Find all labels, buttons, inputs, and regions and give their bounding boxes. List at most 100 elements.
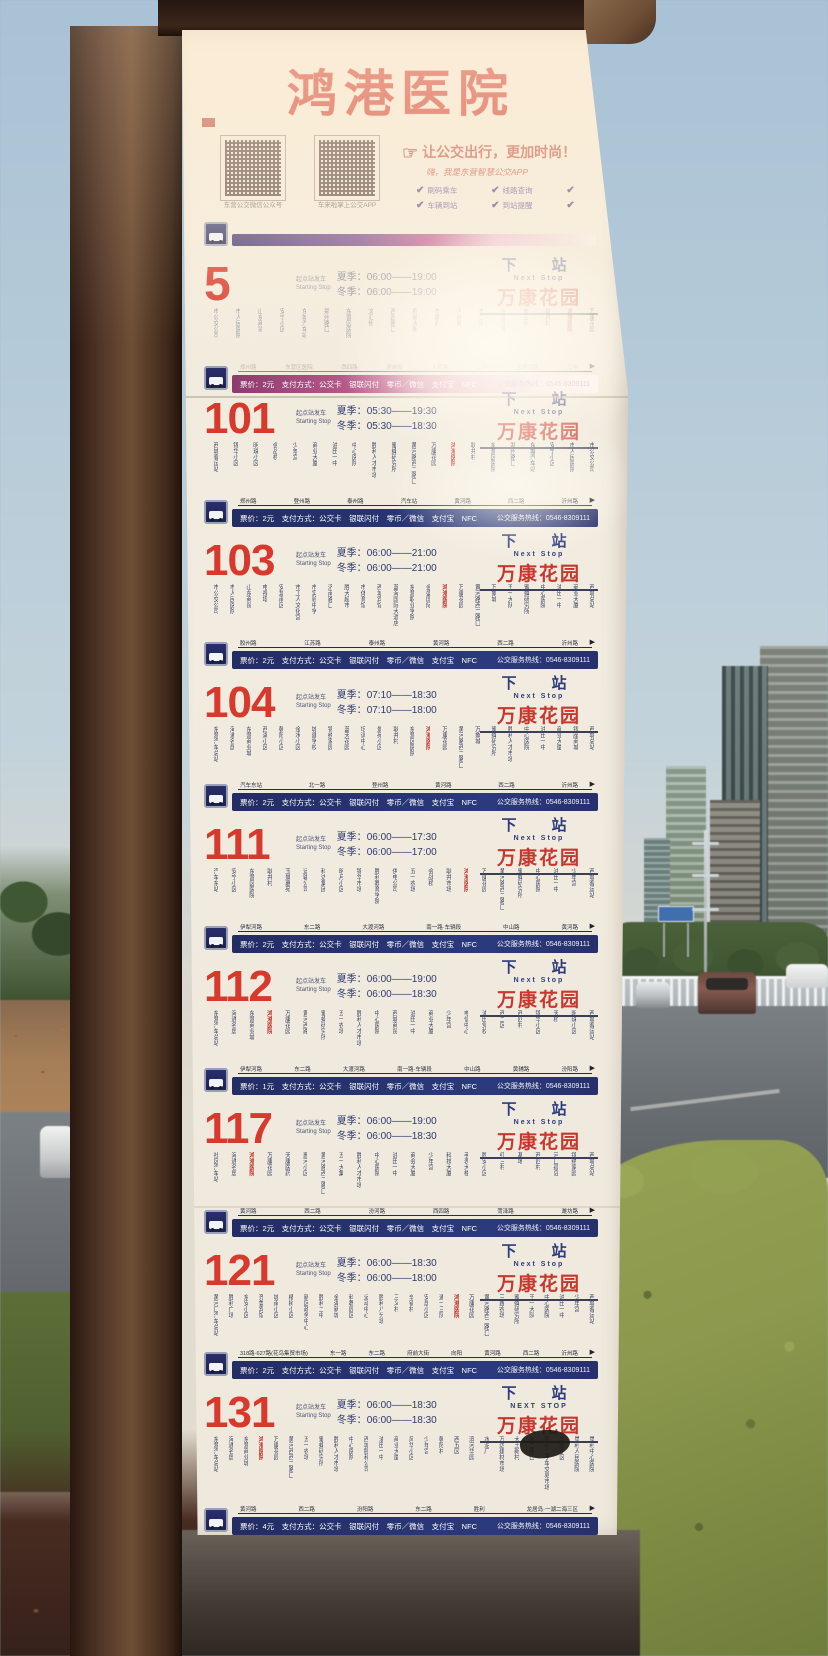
stop-name: 鸿港医院 [424, 726, 431, 750]
stop-name: 三中 [566, 365, 578, 371]
stop-name: 蓝海国际大酒店 [391, 584, 398, 626]
stop-name: 滨河华园 [467, 1436, 474, 1460]
stop-name: 胜大超市 [342, 584, 349, 608]
stop-name: 耿井村 [543, 308, 550, 326]
stop-name: 黄河口汽车总站 [212, 1294, 218, 1336]
stop-name: 二中 [476, 365, 488, 371]
stop-name: 中心医院 [373, 1010, 380, 1034]
summer-hours: 05:30——19:30 [366, 405, 437, 417]
stop-name: 东一路 [329, 1351, 347, 1357]
stop-name: 金水小区 [293, 726, 300, 750]
stop-name: 鸿港医院 [440, 584, 447, 608]
stop-name: 鸿港医院 [452, 1294, 459, 1318]
fare-bar: 票价：2元 支付方式：公交卡 银联闪付 零币／微信 支付宝 NFC 公交服务热线：… [204, 784, 598, 811]
stop-name: 社区汽车站 [212, 1152, 218, 1182]
route-section-101: 101 起点站发车 Starting Stop 夏季：05:30——19:30 冬… [204, 388, 598, 530]
stop-name: 西四村 [516, 1010, 523, 1028]
stop-name: 向阳 [451, 1351, 463, 1357]
stop-name: 蓝天花园 [342, 726, 349, 750]
stop-name: 黄河路 [240, 1507, 257, 1513]
fare-info: 票价：2元 支付方式：公交卡 银联闪付 零币／微信 支付宝 NFC [240, 655, 478, 665]
stop-name: 银座商城 [571, 726, 578, 750]
feature-item: ✔ 车辆到站 [416, 200, 458, 211]
stop-name: 蜜蜂研究所 [522, 584, 529, 614]
route-timeline: 318路·627路(花鸟集贸市场) 东一路 东二路 府前大街 向阳 黄河路 西二路 沂州路 [238, 1348, 595, 1358]
bus-company-logo [204, 222, 228, 246]
route-timeline: 郑州路 登州路 泰州路 汽车站 黄河路 西二路 沂州路 [238, 496, 595, 506]
stop-list: 东营汽车总站 海通名居 东营商业城 鸿港医院 万康花园 黄河西路 蜜蜂研究所 五一农场 胜利人才… [204, 1008, 598, 1064]
stop-name: 沂州路 [561, 783, 578, 789]
check-icon: ✔ [416, 200, 425, 211]
stop-name: 电视塔 [261, 584, 268, 602]
stop-name: 人民路 [431, 365, 449, 371]
stop-name: 市人民医院 [234, 308, 241, 338]
stop-name: 耿井村 [391, 726, 398, 744]
route-section-121: 121 起点站发车 Starting Stop 夏季：06:00——18:30 冬… [204, 1240, 598, 1382]
stop-name: 沂州路 [561, 1351, 578, 1357]
next-stop-name: 万康花园 [496, 706, 581, 727]
next-stop-block: 下 站 Next Stop 万康花园 [480, 530, 598, 591]
stop-name: 天桥 [551, 1010, 558, 1022]
stop-name: 黄河路西二路口 [457, 726, 464, 768]
fare-bar: 票价：2元 支付方式：公交卡 银联闪付 零币／微信 支付宝 NFC 公交服务热线：… [204, 926, 598, 953]
winter-label: 冬季： [336, 286, 367, 298]
stop-name: 蜜蜂研究所 [489, 726, 496, 756]
stop-name: 万康花园 [272, 1436, 279, 1460]
divider-strip [232, 234, 596, 246]
stop-name: 蜜蜂研究所 [317, 1436, 324, 1466]
stop-name: 王一大队 [527, 1294, 534, 1318]
stop-name: 黄河西西二路口 [287, 1436, 294, 1478]
stop-name: 东营汽车总站 [212, 726, 218, 762]
sign-frame-pole [70, 26, 182, 1656]
stop-name: 汾阳路 [356, 1507, 374, 1513]
next-stop-name: 万康花园 [496, 1274, 581, 1295]
stop-name: 油田一中 [390, 1152, 397, 1176]
stop-name: 西城总站 [587, 584, 594, 608]
fare-value: 2元 [262, 1223, 275, 1233]
stop-name: 府前街 [386, 365, 403, 371]
winter-hours: 06:00——17:00 [366, 846, 437, 858]
stop-name: 安宁小区 [548, 442, 555, 466]
stop-name: 惠河小区 [301, 1152, 308, 1176]
stop-name: 东城汽车站 [528, 442, 535, 472]
stop-name: 西二路 [498, 783, 515, 789]
stop-name: 黄河路 [240, 1209, 257, 1215]
stop-name: 胜利八分场 [377, 1294, 384, 1324]
stop-name: 黄河路 [561, 925, 578, 931]
fare-info: 票价：2元 支付方式：公交卡 银联闪付 零币／微信 支付宝 NFC [240, 513, 478, 523]
stop-name: 西城客运站 [587, 868, 594, 898]
winter-hours: 05:30——18:30 [366, 420, 437, 432]
route-timeline: 胶州路 江苏路 泰州路 黄河路 西二路 沂州路 [238, 638, 595, 648]
fare-value: 4元 [262, 1521, 275, 1531]
stop-name: 汽车站 [400, 499, 418, 505]
stop-name: 万康花园 [440, 726, 447, 750]
stop-name: 油田一中 [557, 1294, 564, 1318]
stop-name: 郑州路口 [508, 442, 515, 466]
stop-name: 沂州路 [561, 641, 578, 647]
qr-right-caption: 车来啦掌上公交APP [317, 202, 377, 209]
stop-name: 景苑小区 [375, 726, 382, 750]
header-divider-bar [204, 222, 596, 246]
stop-name: 三鑫农场 [497, 1294, 504, 1318]
next-stop-name: 万康花园 [496, 1132, 581, 1153]
stop-name: 市工人文化宫 [293, 584, 300, 620]
stop-name: 胜利 [473, 1507, 485, 1513]
stop-name: 会战桥 [271, 442, 278, 460]
stop-name: 鸿港医院 [449, 442, 456, 466]
stop-name: 黄河路 [435, 783, 452, 789]
building-tall-right [760, 646, 828, 958]
next-stop-name: 万康花园 [496, 422, 581, 443]
stop-name: 胶州路 [240, 641, 257, 647]
fare-bar: 票价：1元 支付方式：公交卡 银联闪付 零币／微信 支付宝 NFC 公交服务热线：… [204, 1068, 598, 1095]
red-sticker [202, 118, 215, 127]
stop-name: 锦绣家园 [569, 1152, 576, 1176]
stop-name: 辛镇村 [407, 1294, 414, 1312]
winter-hours: 06:00——18:30 [366, 1130, 437, 1142]
stop-name: 金盛国际 [424, 584, 431, 608]
stop-name: 郑州路 [240, 365, 257, 371]
stop-name: 万康花园 [480, 868, 487, 892]
stop-name: 东营区医院 [344, 308, 351, 338]
stop-name: 西二路 [298, 1507, 315, 1513]
route-number: 104 [204, 677, 275, 727]
stop-name: 中心医院 [538, 584, 545, 608]
